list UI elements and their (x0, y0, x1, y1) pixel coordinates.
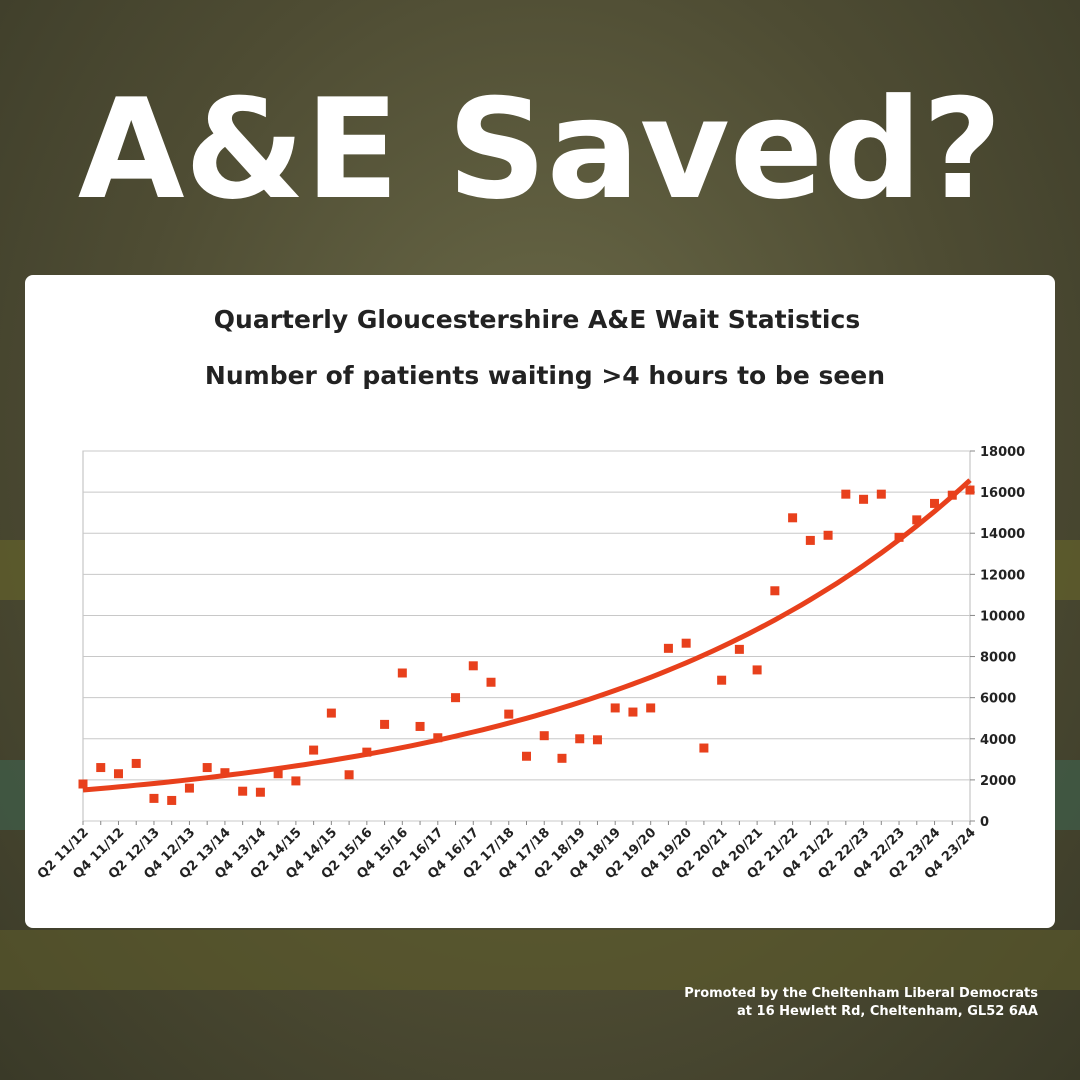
chart-title: Quarterly Gloucestershire A&E Wait Stati… (214, 305, 860, 334)
point (415, 721, 425, 731)
point (362, 747, 372, 757)
point (947, 490, 957, 500)
point (788, 513, 798, 523)
y-tick-label: 6000 (980, 692, 1016, 707)
y-tick-label: 4000 (980, 733, 1016, 748)
point (451, 693, 461, 703)
point (965, 485, 975, 495)
point (876, 489, 886, 499)
point (78, 779, 88, 789)
point (859, 494, 869, 504)
point (167, 795, 177, 805)
point (592, 735, 602, 745)
point (238, 786, 248, 796)
point (539, 731, 549, 741)
headline: A&E Saved? (77, 69, 1003, 230)
footer-line: at 16 Hewlett Rd, Cheltenham, GL52 6AA (737, 1004, 1038, 1019)
point (823, 530, 833, 540)
point (486, 677, 496, 687)
point (149, 793, 159, 803)
point (770, 586, 780, 596)
y-tick-label: 12000 (980, 568, 1025, 583)
plot-area (82, 450, 971, 822)
point (273, 769, 283, 779)
point (309, 745, 319, 755)
y-tick-label: 14000 (980, 527, 1025, 542)
trend-line (82, 478, 972, 793)
point (96, 763, 106, 773)
chart-card: Quarterly Gloucestershire A&E Wait Stati… (25, 275, 1055, 928)
chart-subtitle: Number of patients waiting >4 hours to b… (205, 361, 885, 390)
point (397, 668, 407, 678)
point (557, 753, 567, 763)
point (912, 515, 922, 525)
point (575, 734, 585, 744)
point (752, 665, 762, 675)
point (841, 489, 851, 499)
point (131, 758, 141, 768)
point (184, 783, 194, 793)
point (468, 661, 478, 671)
point (433, 733, 443, 743)
point (717, 675, 727, 685)
point (202, 763, 212, 773)
y-tick-label: 18000 (980, 445, 1025, 460)
point (646, 703, 656, 713)
point (522, 751, 531, 761)
chart: Quarterly Gloucestershire A&E Wait Stati… (35, 305, 1025, 882)
point (326, 708, 336, 718)
point (628, 707, 638, 717)
point (504, 709, 514, 719)
point (805, 535, 815, 545)
point (699, 743, 709, 753)
y-tick-label: 16000 (980, 486, 1025, 501)
point (344, 770, 354, 780)
y-tick-label: 10000 (980, 609, 1025, 624)
point (734, 644, 744, 654)
point (291, 776, 301, 786)
point (663, 643, 673, 653)
point (380, 719, 390, 729)
y-tick-label: 0 (980, 815, 989, 830)
footer-line: Promoted by the Cheltenham Liberal Democ… (684, 986, 1038, 1001)
point (255, 787, 265, 797)
y-tick-label: 8000 (980, 651, 1016, 666)
y-tick-label: 2000 (980, 774, 1016, 789)
point (610, 703, 620, 713)
point (220, 768, 230, 778)
point (930, 498, 940, 508)
point (894, 532, 904, 542)
point (113, 769, 123, 779)
point (681, 638, 691, 648)
